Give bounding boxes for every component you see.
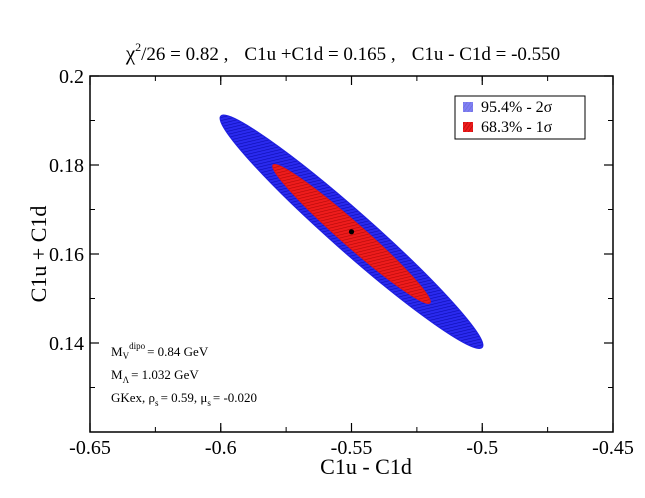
note-ml-value: = 1.032 GeV: [131, 367, 199, 382]
note-rho: GKex, ρ: [111, 390, 155, 405]
fit-parameters-note: MVdipo = 0.84 GeV MΛ = 1.032 GeV GKex, ρs =…: [111, 341, 257, 408]
y-tick-label: 0.16: [49, 244, 84, 266]
legend-swatch-2sigma: [463, 102, 473, 112]
x-tick-label: -0.65: [69, 437, 111, 459]
title-diff: C1u - C1d = -0.550: [412, 44, 560, 65]
note-mu: = 0.59, μ: [161, 390, 208, 405]
title-sum: C1u +C1d = 0.165 ,: [244, 44, 395, 65]
note-mv: M: [111, 344, 123, 359]
legend-swatch-1sigma: [463, 122, 473, 132]
x-axis-ticks: -0.65 -0.6 -0.55 -0.5 -0.45: [69, 76, 634, 459]
y-axis-label: C1u + C1d: [26, 206, 51, 303]
note-line-2: MΛ = 1.032 GeV: [111, 367, 199, 385]
x-tick-label: -0.45: [592, 437, 634, 459]
title-chi: χ: [125, 41, 136, 65]
note-line-1: MVdipo = 0.84 GeV: [111, 341, 209, 361]
note-ml: M: [111, 367, 123, 382]
note-mu-value: = -0.020: [213, 390, 257, 405]
legend-box: [454, 95, 586, 140]
x-tick-label: -0.6: [205, 437, 237, 459]
x-tick-label: -0.55: [331, 437, 373, 459]
y-tick-label: 0.14: [49, 333, 84, 355]
chart-title: χ2/26 = 0.82 , C1u +C1d = 0.165 , C1u - C1…: [125, 40, 560, 65]
note-mv-sub: V: [123, 351, 130, 361]
legend-label-1sigma: 68.3% - 1σ: [481, 119, 553, 136]
title-chi-exp: 2: [135, 40, 141, 54]
y-tick-label: 0.18: [49, 155, 84, 177]
x-axis-label: C1u - C1d: [320, 454, 412, 479]
legend-label-2sigma: 95.4% - 2σ: [481, 99, 553, 116]
note-mv-sup: dipo: [129, 341, 146, 351]
note-rho-sub: s: [155, 398, 159, 408]
y-tick-label: 0.2: [59, 66, 84, 88]
legend: 95.4% - 2σ 68.3% - 1σ: [454, 95, 586, 140]
note-mu-sub: s: [207, 398, 211, 408]
title-chi-rest: /26 = 0.82 ,: [141, 44, 228, 65]
note-mv-value: = 0.84 GeV: [147, 344, 209, 359]
x-tick-label: -0.5: [466, 437, 498, 459]
y-axis-ticks: 0.14 0.16 0.18 0.2: [49, 66, 613, 433]
note-ml-sub: Λ: [123, 375, 130, 385]
best-fit-point: [348, 229, 355, 235]
note-line-3: GKex, ρs = 0.59, μs = -0.020: [111, 390, 257, 408]
